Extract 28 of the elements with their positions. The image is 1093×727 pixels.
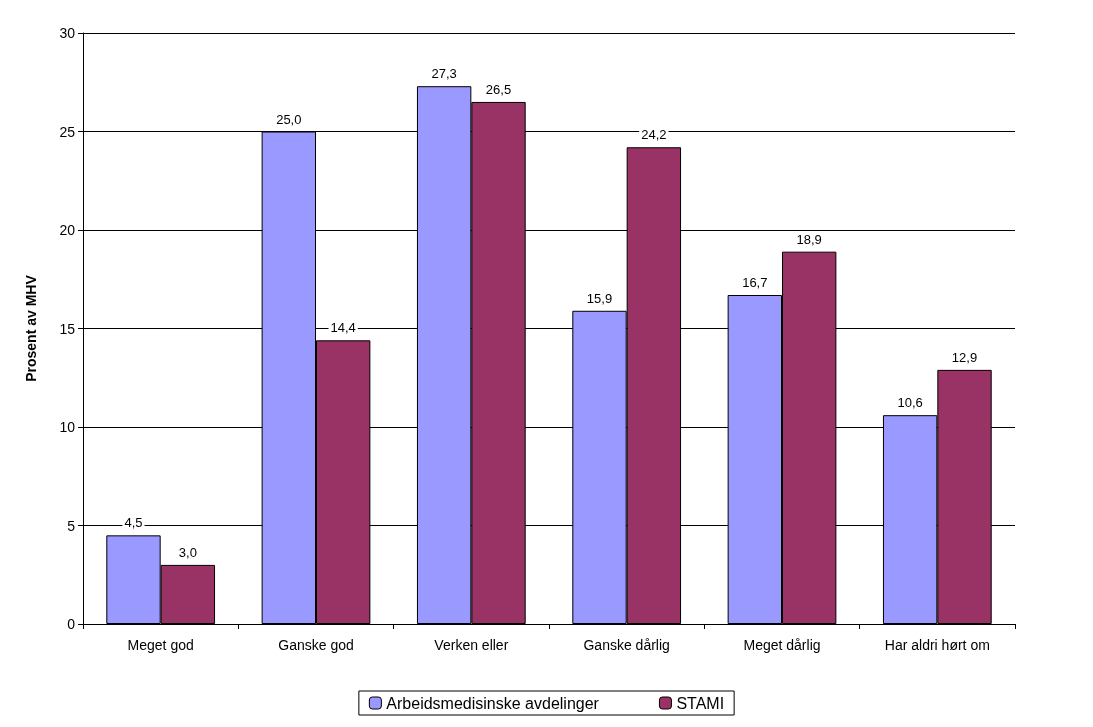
data-label: 27,3 (431, 66, 457, 82)
x-tick-label: Ganske god (278, 637, 354, 653)
y-tick-label: 30 (59, 25, 76, 41)
data-label: 18,9 (796, 231, 822, 247)
y-axis-title: Prosent av MHV (23, 274, 39, 382)
y-tick-label: 15 (59, 320, 76, 337)
x-tick-label: Verken eller (434, 637, 509, 653)
y-tick-label: 25 (59, 123, 76, 140)
legend-label: Arbeidsmedisinske avdelinger (386, 694, 600, 712)
data-label: 25,0 (276, 111, 302, 127)
data-label: 12,9 (951, 349, 978, 365)
data-label: 16,7 (742, 275, 768, 291)
data-label: 10,6 (897, 395, 923, 411)
legend-label: STAMI (676, 694, 725, 712)
x-tick-label: Har aldri hørt om (884, 637, 990, 653)
x-tick-label: Meget god (127, 637, 194, 653)
data-label: 26,5 (485, 81, 512, 97)
y-tick-label: 0 (67, 616, 76, 632)
data-label: 3,0 (178, 544, 197, 560)
x-tick-label: Ganske dårlig (583, 637, 670, 653)
y-tick-label: 20 (59, 222, 76, 238)
y-tick-label: 5 (67, 517, 76, 534)
data-label: 4,5 (124, 515, 143, 531)
y-tick-label: 10 (59, 419, 76, 435)
data-label: 14,4 (330, 320, 356, 336)
data-label: 24,2 (641, 127, 667, 143)
x-tick-label: Meget dårlig (743, 637, 821, 653)
data-label: 15,9 (586, 290, 613, 306)
